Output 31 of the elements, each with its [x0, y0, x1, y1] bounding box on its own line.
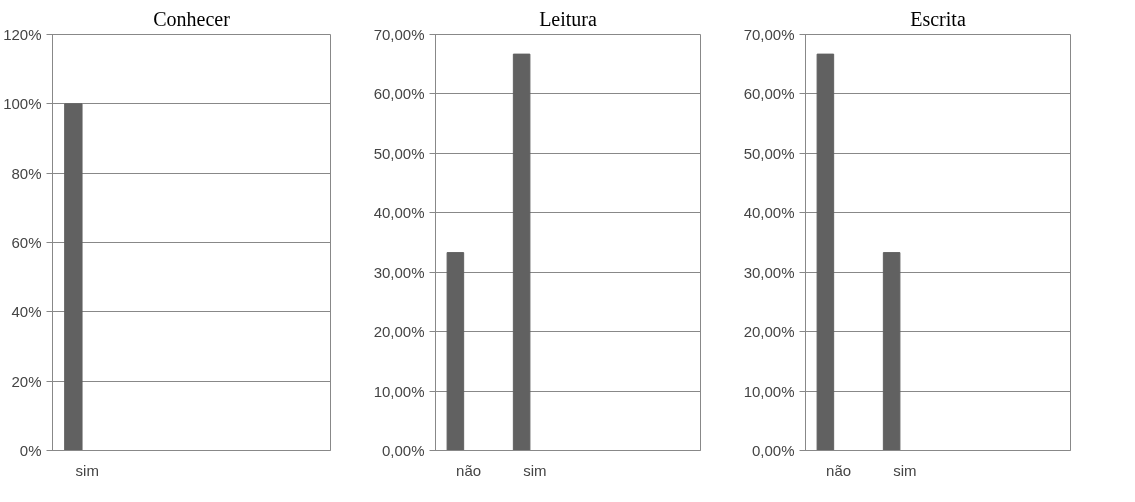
y-tick-label: 60%	[11, 234, 42, 251]
y-tick-label: 60,00%	[373, 85, 425, 103]
y-tick-label: 80%	[11, 164, 42, 182]
chart-title: Leitura	[539, 7, 597, 30]
y-tick-label: 60,00%	[743, 85, 795, 103]
y-tick-label: 10,00%	[373, 382, 425, 400]
y-tick-label: 30,00%	[743, 263, 795, 281]
y-tick-label: 40,00%	[743, 204, 795, 222]
x-tick-label: não	[456, 461, 482, 479]
y-tick-label: 20,00%	[743, 323, 795, 341]
x-tick-label: sim	[75, 461, 99, 479]
x-tick-label: sim	[523, 461, 547, 479]
y-tick-label: 100%	[3, 95, 42, 113]
y-tick-label: 10,00%	[743, 382, 795, 400]
y-tick-label: 0%	[19, 442, 42, 459]
y-tick-label: 0,00%	[751, 442, 795, 459]
chart-title: Escrita	[910, 7, 966, 30]
y-tick-label: 20%	[11, 372, 42, 390]
chart-title: Conhecer	[153, 7, 231, 30]
y-tick-label: 0,00%	[381, 442, 425, 459]
y-tick-label: 50,00%	[743, 144, 795, 162]
y-tick-label: 40%	[11, 303, 42, 321]
y-tick-label: 30,00%	[373, 263, 425, 281]
y-tick-label: 70,00%	[743, 26, 795, 43]
y-tick-label: 20,00%	[373, 323, 425, 341]
x-tick-label: sim	[893, 461, 917, 479]
y-tick-label: 50,00%	[373, 144, 425, 162]
y-tick-label: 70,00%	[373, 26, 425, 43]
x-tick-label: não	[826, 461, 852, 479]
y-tick-label: 40,00%	[373, 204, 425, 222]
y-tick-label: 120%	[3, 26, 42, 43]
